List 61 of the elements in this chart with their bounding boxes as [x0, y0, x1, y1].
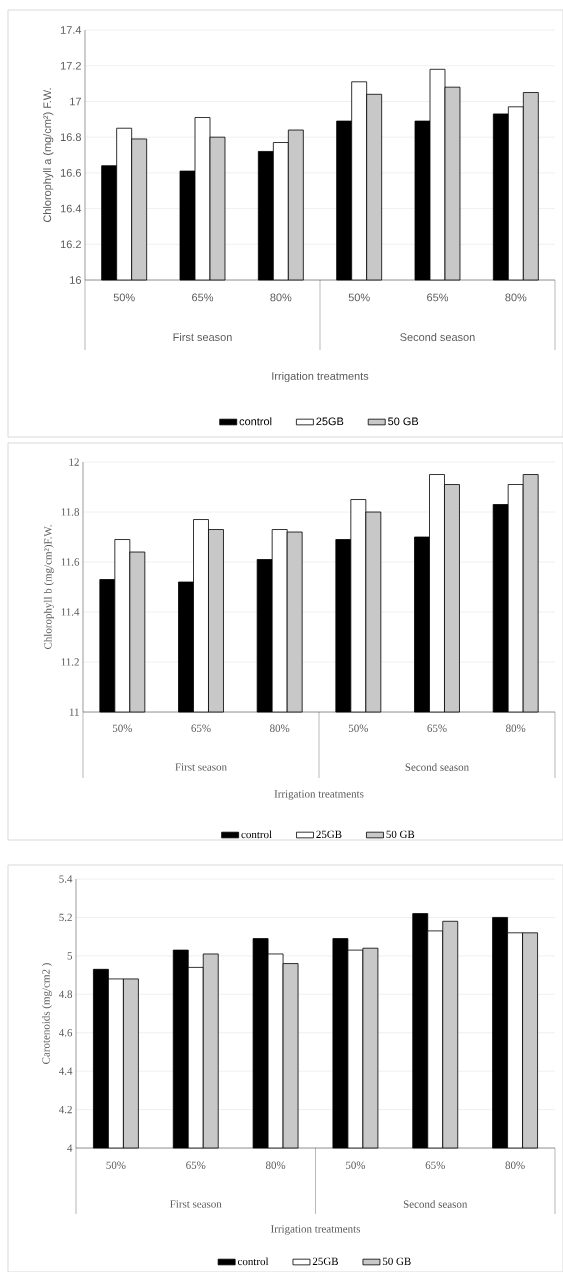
y-tick-label: 11.4 — [61, 608, 80, 616]
x-tick-label: 65% — [427, 724, 447, 732]
legend-label: 50 GB — [382, 1257, 411, 1266]
x-tick-label: 80% — [505, 1161, 525, 1169]
x-tick-label: 50% — [348, 293, 370, 302]
x-tick-label: 50% — [112, 724, 132, 732]
text: Second season — [400, 333, 475, 342]
x-tick-label: 80% — [506, 724, 526, 732]
y-tick-label: 16.8 — [60, 133, 81, 142]
y-tick-label: 12 — [69, 458, 79, 466]
x-axis-title: Irrigation treatments — [272, 371, 369, 383]
y-tick-label: 16.4 — [60, 204, 82, 213]
y-tick-label: 5.2 — [59, 913, 72, 922]
y-axis-title: Carotenoids (mg/cm2 ) — [41, 963, 52, 1064]
legend-label: control — [239, 417, 272, 426]
legend-label: 50 GB — [388, 417, 419, 426]
y-tick-label: 4.2 — [59, 1105, 72, 1114]
text: First season — [175, 763, 227, 771]
y-tick-label: 4.4 — [59, 1067, 73, 1075]
x-tick-label: 65% — [192, 293, 214, 302]
x-tick-label: 50% — [113, 293, 135, 302]
y-tick-label: 17.2 — [60, 61, 81, 70]
y-tick-label: 11 — [69, 708, 79, 716]
text: First season — [170, 1200, 222, 1208]
legend-label: control — [241, 830, 272, 839]
legend-label: 25GB — [316, 830, 342, 839]
text: Second season — [405, 763, 469, 771]
x-axis-title: Irrigation treatments — [274, 790, 364, 800]
x-tick-label: 65% — [186, 1161, 206, 1169]
y-axis-title: Chlorophyll b (mg/cm²)F.W. — [43, 525, 54, 650]
y-tick-label: 4 — [67, 1144, 73, 1152]
y-tick-label: 4.6 — [59, 1029, 73, 1037]
x-tick-label: 80% — [265, 1161, 286, 1169]
x-tick-label: 80% — [270, 293, 292, 302]
legend-label: 25GB — [312, 1257, 338, 1266]
y-tick-label: 4.8 — [59, 990, 73, 999]
y-axis-title: Chlorophyll a (mg/cm²) F.W. — [43, 88, 54, 223]
y-tick-label: 11.6 — [61, 558, 80, 566]
x-tick-label: 50% — [346, 1161, 366, 1169]
legend-label: 50 GB — [386, 830, 415, 839]
y-tick-label: 16 — [70, 276, 81, 284]
x-tick-label: 65% — [191, 724, 211, 732]
x-tick-label: 50% — [348, 724, 368, 732]
x-tick-label: 80% — [270, 724, 290, 732]
y-tick-label: 16.6 — [60, 169, 81, 177]
x-tick-label: 50% — [106, 1161, 126, 1169]
legend-label: 25GB — [316, 417, 344, 426]
x-tick-label: 65% — [425, 1161, 445, 1169]
text: First season — [173, 333, 232, 342]
text: Second season — [403, 1200, 468, 1208]
y-tick-label: 11.8 — [61, 508, 80, 516]
y-tick-label: 17.4 — [60, 26, 82, 34]
x-tick-label: 80% — [505, 293, 527, 302]
y-tick-label: 11.2 — [61, 658, 79, 666]
y-tick-label: 5 — [67, 952, 73, 960]
x-axis-title: Irrigation treatments — [271, 1225, 360, 1235]
y-tick-label: 5.4 — [59, 875, 73, 883]
y-tick-label: 17 — [70, 97, 81, 106]
x-tick-label: 65% — [427, 293, 449, 302]
legend-label: control — [237, 1257, 269, 1266]
y-tick-label: 16.2 — [60, 240, 81, 249]
